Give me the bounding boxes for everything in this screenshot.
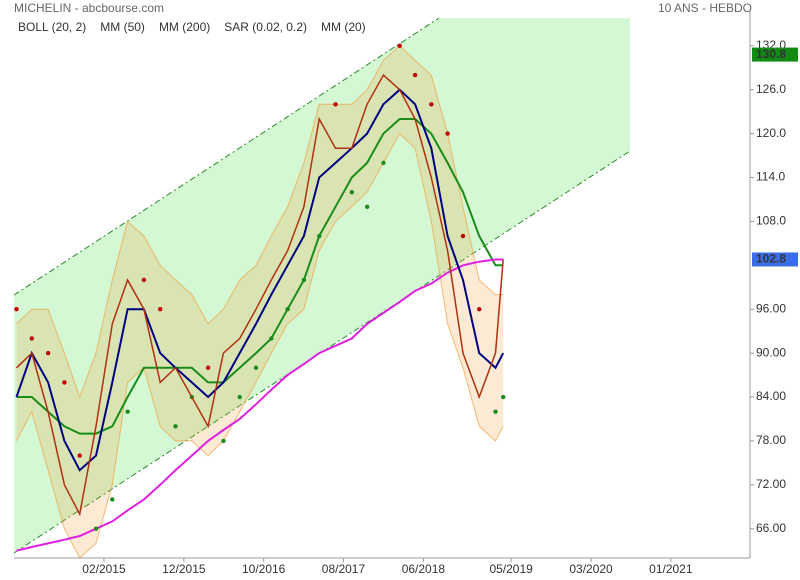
sar-dot: [317, 233, 322, 239]
price-line: [15, 73, 504, 517]
header-title: MICHELIN - abcbourse.com: [14, 1, 164, 15]
y-tick-label: 96.00: [756, 301, 786, 315]
sar-dot: [62, 380, 67, 385]
y-tick-label: 90.00: [756, 345, 786, 359]
sar-dot: [45, 350, 51, 356]
channel-upper: [13, 17, 440, 296]
legend-entry: MM (20): [321, 20, 366, 34]
x-tick-label: 12/2015: [162, 562, 206, 576]
x-tick-label: 02/2015: [82, 562, 126, 576]
sar-dot: [125, 409, 130, 414]
trend-channel: [14, 18, 630, 553]
sar-dot: [77, 453, 82, 458]
sar-dot: [429, 102, 434, 107]
price-tag-label: 102.8: [756, 252, 786, 266]
sar-dot: [14, 307, 19, 312]
sar-dot: [269, 336, 274, 341]
sar-dot: [29, 336, 35, 341]
sar-dot: [333, 102, 338, 107]
moving-average: [15, 88, 505, 472]
boll-lower: [16, 132, 504, 559]
boll-upper: [16, 45, 504, 399]
x-tick-label: 06/2018: [402, 562, 446, 576]
sar-dot: [364, 204, 370, 209]
header-period: 10 ANS - HEBDO: [658, 1, 752, 15]
sar-dot: [237, 394, 242, 400]
x-tick-label: 03/2020: [569, 562, 613, 576]
y-tick-label: 78.00: [756, 433, 786, 447]
sar-dot: [460, 233, 466, 239]
y-tick-label: 120.0: [756, 126, 786, 140]
x-tick-label: 05/2019: [489, 562, 533, 576]
sar-dot: [93, 526, 99, 531]
sar-dot: [173, 424, 178, 429]
x-tick-label: 08/2017: [322, 562, 366, 576]
price-tag: [752, 252, 798, 267]
plot: [14, 43, 506, 559]
x-tick-label: 01/2021: [649, 562, 693, 576]
legend-entry: BOLL (20, 2): [18, 20, 86, 34]
y-tick-label: 72.00: [756, 477, 786, 491]
sar-dot: [445, 131, 450, 136]
moving-average: [16, 118, 504, 435]
price-tag: [752, 47, 798, 62]
y-tick-label: 66.00: [756, 521, 786, 535]
sar-dot: [141, 277, 147, 283]
sar-dot: [397, 43, 402, 49]
sar-dot: [301, 277, 307, 283]
sar-dot: [205, 365, 211, 370]
sar-dot: [349, 189, 355, 195]
sar-dot: [110, 497, 115, 502]
legend-entry: SAR (0.02, 0.2): [224, 20, 307, 34]
sar-dot: [500, 394, 506, 400]
y-tick-label: 114.0: [756, 170, 785, 184]
sar-dot: [285, 307, 290, 312]
sar-dot: [221, 438, 226, 444]
sar-dot: [381, 160, 386, 166]
x-tick-label: 10/2016: [242, 562, 286, 576]
sar-dot: [412, 72, 418, 78]
sar-dot: [493, 409, 498, 414]
y-tick-label: 84.00: [756, 389, 786, 403]
legend-entry: MM (200): [159, 20, 210, 34]
sar-dot: [253, 365, 259, 370]
y-tick-label: 126.0: [756, 82, 786, 96]
sar-dot: [158, 307, 163, 312]
sar-dot: [477, 307, 482, 312]
moving-average: [16, 258, 504, 552]
y-tick-label: 108.0: [756, 214, 786, 228]
legend-entry: MM (50): [100, 20, 145, 34]
price-tag-label: 130.8: [756, 47, 786, 61]
legend: BOLL (20, 2) MM (50) MM (200) SAR (0.02, 0.…: [18, 20, 366, 34]
